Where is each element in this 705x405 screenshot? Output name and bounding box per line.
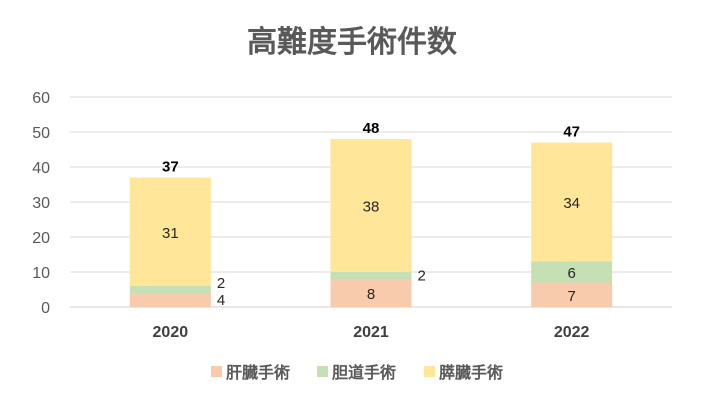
bar-segment [330, 279, 412, 307]
bar-segment [531, 282, 613, 307]
legend-label: 胆道手術 [332, 363, 396, 382]
x-tick-label: 2020 [153, 324, 189, 341]
bar-segment [129, 293, 211, 307]
bar-segment [531, 142, 613, 262]
legend-label: 膵臓手術 [439, 363, 503, 382]
legend-swatch [317, 366, 328, 377]
total-label: 48 [363, 120, 380, 137]
x-tick-label: 2021 [353, 324, 389, 341]
bar-segment [531, 261, 613, 283]
chart-title: 高難度手術件数 [247, 26, 458, 59]
data-label: 2 [217, 275, 225, 292]
x-tick-label: 2022 [554, 324, 590, 341]
y-tick-label: 20 [32, 230, 50, 247]
y-tick-label: 60 [32, 90, 50, 107]
bar-segment [330, 139, 412, 272]
data-label: 34 [563, 195, 580, 212]
total-label: 37 [162, 159, 179, 176]
data-label: 4 [217, 292, 225, 309]
data-label: 6 [567, 265, 575, 282]
legend-swatch [211, 366, 222, 377]
bar-segment [330, 272, 412, 279]
data-label: 8 [367, 286, 375, 303]
legend-label: 肝臓手術 [226, 363, 290, 382]
y-tick-label: 10 [32, 265, 50, 282]
data-label: 31 [162, 225, 179, 242]
y-tick-label: 0 [41, 300, 50, 317]
total-label: 47 [563, 124, 580, 141]
y-tick-label: 50 [32, 125, 50, 142]
legend-swatch [424, 366, 435, 377]
y-tick-label: 40 [32, 160, 50, 177]
bar-segment [129, 286, 211, 293]
bar-segment [129, 177, 211, 286]
data-label: 7 [567, 288, 575, 305]
y-tick-label: 30 [32, 195, 50, 212]
data-label: 38 [363, 199, 380, 216]
data-label: 2 [418, 268, 426, 285]
